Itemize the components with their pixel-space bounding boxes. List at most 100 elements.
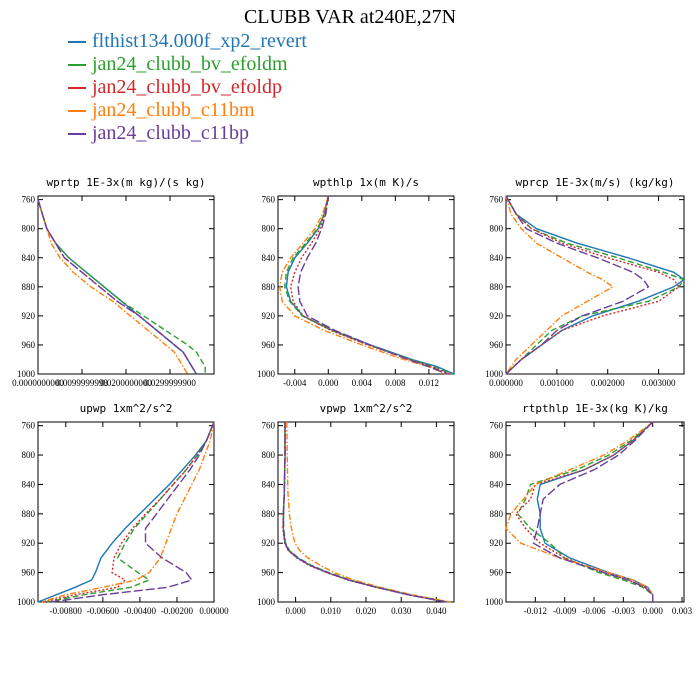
y-tick-label: 960 [22,568,36,578]
x-tick-label: -0.00400 [124,606,157,616]
legend-swatch [68,63,86,66]
y-tick-label: 880 [22,282,36,292]
x-tick-label: 0.000000 [489,378,523,388]
y-tick-label: 960 [22,340,36,350]
series-line [505,195,650,375]
y-tick-label: 880 [262,282,276,292]
series-line [282,422,448,603]
y-tick-label: 960 [490,340,504,350]
y-tick-label: 760 [490,195,504,205]
series-line [282,422,447,603]
panel-6: rtpthlp 1E-3x(kg K)/kg 760 800 840 880 920 960… [485,402,693,616]
x-tick-label: -0.009 [553,606,577,616]
y-tick-label: 880 [22,509,36,519]
y-tick-label: 880 [490,282,504,292]
y-tick-label: 760 [490,421,504,431]
y-tick-label: 920 [22,311,36,321]
x-tick-label: 0.0299999900 [144,378,196,388]
series-line [37,199,197,375]
series-line [37,199,206,374]
series-line [536,421,654,602]
x-tick-label: -0.012 [524,606,547,616]
y-tick-label: 1000 [257,597,276,607]
x-tick-label: 0.0000000000 [12,378,64,388]
x-tick-label: -0.00800 [50,606,83,616]
legend-label: flthist134.000f_xp2_revert [92,30,307,52]
y-tick-label: 960 [262,568,276,578]
series-line [37,421,215,603]
series-line [37,199,197,375]
figure-title: CLUBB VAR at240E,27N [243,6,457,28]
legend: flthist134.000f_xp2_revert jan24_clubb_bv… [68,30,307,145]
series-line [37,199,189,375]
series-line [505,195,686,375]
series-line [47,421,215,603]
x-tick-label: 0.003 [672,606,693,616]
series-line [505,195,615,375]
x-tick-label: 0.040 [426,606,447,616]
y-tick-label: 760 [22,421,36,431]
plot-frame [277,195,455,375]
y-tick-label: 920 [262,311,276,321]
y-tick-label: 840 [22,479,36,489]
x-tick-label: 0.030 [391,606,412,616]
x-tick-label: 0.003000 [642,378,676,388]
legend-item: jan24_clubb_c11bm [68,99,307,122]
series-line [41,421,215,603]
panel-title: vpwp 1xm^2/s^2 [320,402,413,415]
x-tick-label: 0.0200000000 [100,378,152,388]
y-tick-label: 1000 [485,369,504,379]
legend-swatch [68,40,86,43]
x-tick-label: 0.010 [321,606,342,616]
legend-item: flthist134.000f_xp2_revert [68,30,307,53]
series-line [289,195,451,375]
y-tick-label: 800 [490,224,504,234]
y-tick-label: 840 [490,253,504,263]
x-tick-label: 0.008 [385,378,406,388]
legend-label: jan24_clubb_c11bm [92,99,255,121]
plot-frame [37,195,215,375]
legend-item: jan24_clubb_bv_efoldm [68,53,307,76]
series-line [514,421,654,602]
y-tick-label: 800 [22,224,36,234]
x-tick-label: 0.000 [643,606,664,616]
y-tick-label: 880 [490,509,504,519]
series-line [505,421,654,602]
x-tick-label: 0.020 [356,606,377,616]
x-tick-label: -0.00600 [87,606,120,616]
legend-label: jan24_clubb_bv_efoldm [92,53,288,75]
x-tick-label: -0.00200 [161,606,194,616]
y-tick-label: 880 [262,509,276,519]
x-tick-label: -0.003 [612,606,636,616]
x-tick-label: -0.006 [582,606,606,616]
y-tick-label: 760 [22,195,36,205]
panel-title: wprtp 1E-3x(m kg)/(s kg) [47,176,206,189]
y-tick-label: 760 [262,195,276,205]
series-line [297,195,448,375]
plot-frame [505,421,685,603]
y-tick-label: 1000 [257,369,276,379]
panel-title: wprcp 1E-3x(m/s) (kg/kg) [516,176,675,189]
x-tick-label: 0.012 [419,378,439,388]
y-tick-label: 760 [262,421,276,431]
series-line [516,421,654,602]
series-line [37,199,197,375]
y-tick-label: 800 [490,450,504,460]
plot-frame [505,195,685,375]
y-tick-label: 800 [262,450,276,460]
y-tick-label: 960 [490,568,504,578]
x-tick-label: -0.004 [283,378,307,388]
y-tick-label: 800 [262,224,276,234]
panel-5: vpwp 1xm^2/s^2 760 800 840 880 920 960 1000 0.00… [257,402,455,616]
series-line [282,422,449,603]
y-tick-label: 920 [490,538,504,548]
legend-item: jan24_clubb_c11bp [68,122,307,145]
legend-swatch [68,132,86,135]
series-line [505,195,686,375]
plot-frame [277,421,455,603]
y-tick-label: 800 [22,450,36,460]
series-line [282,422,446,603]
y-tick-label: 1000 [17,597,36,607]
x-tick-label: 0.004 [352,378,373,388]
